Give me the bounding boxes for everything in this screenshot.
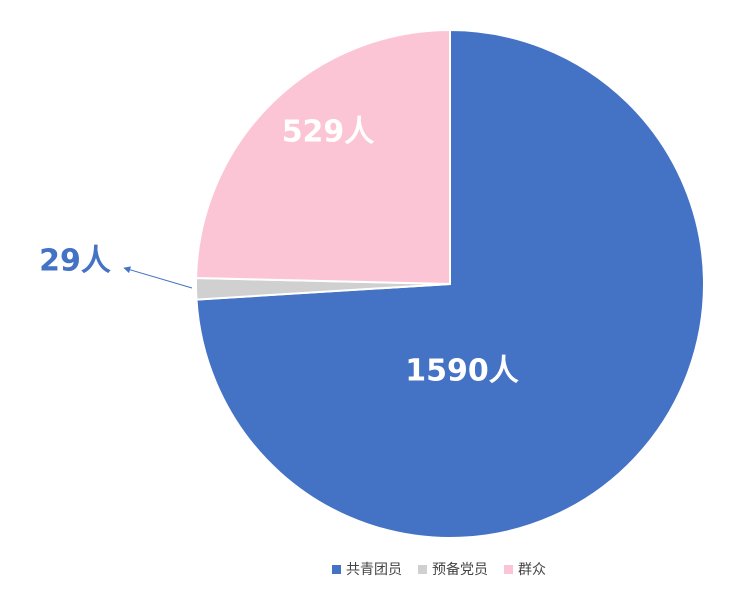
labels: 1590人 29人 529人 (39, 115, 519, 389)
pie (195, 28, 705, 539)
value-label: 529人 (282, 115, 375, 150)
legend-label: 共青团员 (346, 562, 402, 578)
legend: 共青团员 预备党员 群众 (332, 561, 546, 578)
legend-swatch (332, 565, 341, 574)
value-label: 29人 (39, 244, 111, 279)
leader-arrow (123, 266, 193, 289)
legend-label: 预备党员 (432, 561, 488, 578)
value-label: 1590人 (405, 354, 519, 389)
legend-swatch (504, 565, 513, 574)
legend-label: 群众 (518, 562, 546, 578)
pie-slice (195, 28, 451, 286)
legend-swatch (418, 565, 427, 574)
